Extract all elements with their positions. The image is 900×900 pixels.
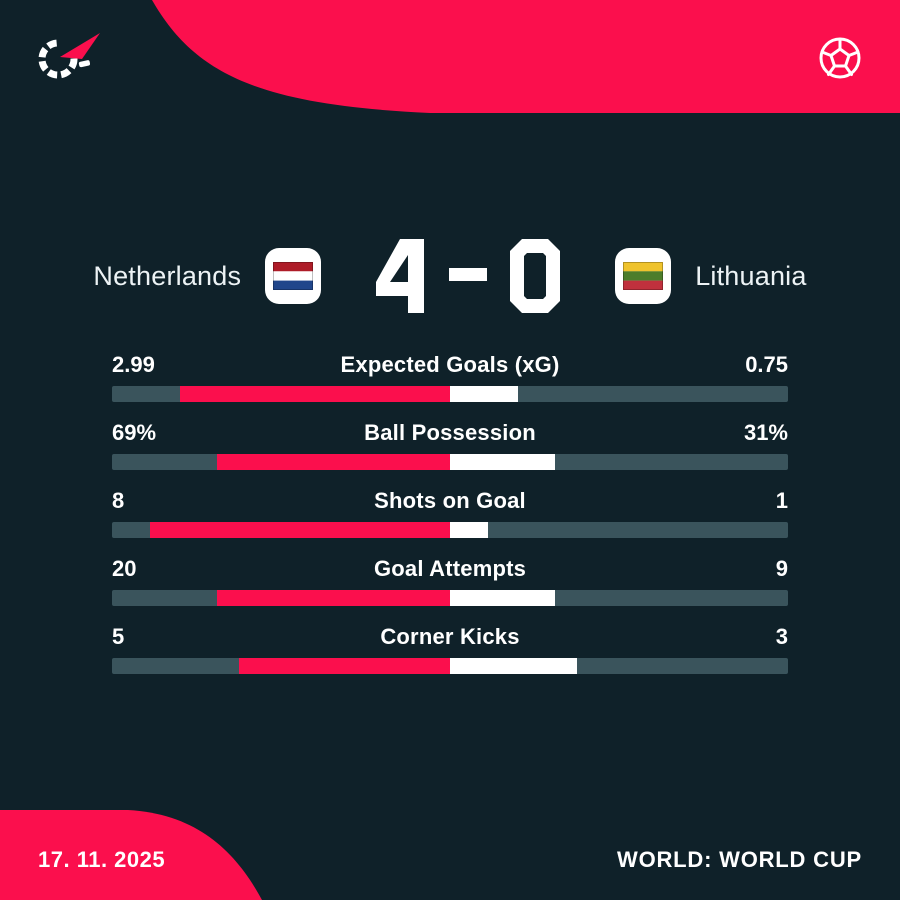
away-score (510, 239, 561, 313)
stat-bar-home-segment (216, 454, 450, 470)
stat-bar-away-segment (450, 658, 577, 674)
stat-row: 2.99 Expected Goals (xG) 0.75 (112, 352, 788, 402)
home-flag (265, 248, 322, 304)
competition-label: WORLD: WORLD CUP (617, 847, 862, 872)
stat-bar-home-segment (238, 658, 450, 674)
stat-away-value: 31% (743, 420, 788, 445)
stat-bar-home-segment (216, 590, 450, 606)
stat-home-value: 20 (112, 556, 137, 581)
stat-home-value: 2.99 (112, 352, 155, 377)
stat-label: Expected Goals (xG) (340, 352, 560, 377)
stat-home-value: 5 (112, 624, 125, 649)
stat-row: 69% Ball Possession 31% (112, 420, 788, 470)
stat-bar-away-segment (450, 590, 555, 606)
stat-home-value: 69% (112, 420, 157, 445)
score-separator: - (449, 267, 488, 281)
stat-bar (112, 522, 788, 538)
stats-list: 2.99 Expected Goals (xG) 0.75 69% Ball P… (112, 352, 788, 692)
stat-away-value: 3 (775, 624, 788, 649)
stat-row: 5 Corner Kicks 3 (112, 624, 788, 674)
stat-row: 20 Goal Attempts 9 (112, 556, 788, 606)
away-flag (615, 248, 672, 304)
home-team-name: Netherlands (93, 260, 242, 291)
flashscore-logo-icon (38, 33, 100, 79)
stat-row: 8 Shots on Goal 1 (112, 488, 788, 538)
stat-away-value: 0.75 (745, 352, 789, 377)
stat-bar (112, 658, 788, 674)
stat-bar-away-segment (450, 386, 518, 402)
header-red-shape (152, 0, 900, 113)
stat-bar-away-segment (450, 454, 555, 470)
footer-red-shape (0, 810, 262, 900)
stat-bar-home-segment (179, 386, 450, 402)
stat-label: Shots on Goal (374, 488, 526, 513)
football-icon (819, 37, 861, 79)
away-team-name: Lithuania (695, 260, 807, 291)
stat-bar-home-segment (149, 522, 450, 538)
stat-label: Ball Possession (364, 420, 536, 445)
stat-bar (112, 386, 788, 402)
stat-away-value: 1 (775, 488, 788, 513)
stat-away-value: 9 (775, 556, 789, 581)
scoreboard: Netherlands - (0, 239, 900, 313)
stat-label: Goal Attempts (373, 556, 527, 581)
stat-bar (112, 590, 788, 606)
stat-bar-away-segment (450, 522, 488, 538)
lithuania-flag-icon (623, 262, 664, 290)
match-date: 17. 11. 2025 (38, 847, 166, 872)
home-score (376, 239, 425, 313)
stat-home-value: 8 (112, 488, 125, 513)
netherlands-flag-icon (273, 262, 314, 290)
stat-bar (112, 454, 788, 470)
stat-label: Corner Kicks (380, 624, 520, 649)
